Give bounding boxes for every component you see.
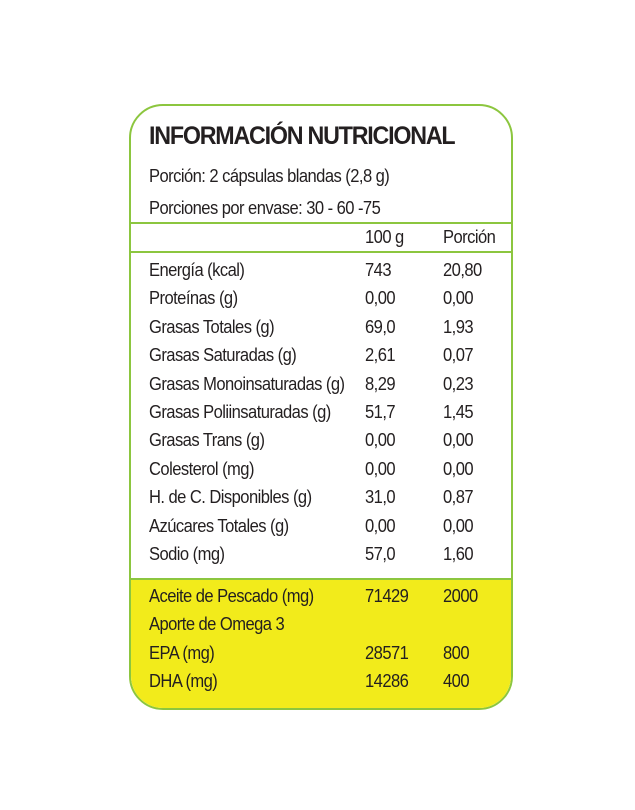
value-per-100g: 51,7 [365,402,396,422]
value-per-portion: 800 [443,642,470,663]
nutrient-row: Grasas Poliinsaturadas (g) 51,7 1,45 [131,402,511,430]
column-header-100g: 100 g [365,227,404,247]
value-per-portion: 2000 [443,586,478,606]
value-per-portion: 0,00 [443,515,474,536]
nutrient-row: Sodio (mg) 57,0 1,60 [131,544,511,572]
nutrient-name: DHA (mg) [149,671,218,692]
value-per-100g: 743 [365,260,392,280]
value-per-portion: 0,00 [443,288,474,309]
value-per-portion: 1,60 [443,544,474,564]
value-per-100g: 28571 [365,642,409,663]
nutrient-name: Sodio (mg) [149,544,225,564]
value-per-100g: 0,00 [365,430,396,451]
label-title: INFORMACIÓN NUTRICIONAL [149,122,456,150]
nutrient-name: Grasas Totales (g) [149,316,275,337]
nutrient-name: Grasas Saturadas (g) [149,345,297,366]
servings-per-container: Porciones por envase: 30 - 60 -75 [149,198,381,218]
nutrient-name: Grasas Poliinsaturadas (g) [149,402,331,422]
divider-header [131,251,511,253]
value-per-100g: 0,00 [365,458,396,479]
column-header-portion: Porción [443,227,496,247]
value-per-portion: 20,80 [443,260,482,280]
value-per-portion: 0,00 [443,430,474,451]
value-per-100g: 14286 [365,671,409,692]
nutrient-name: Grasas Monoinsaturadas (g) [149,373,345,394]
value-per-portion: 0,00 [443,458,474,479]
omega-highlight-section [131,579,511,708]
value-per-100g: 0,00 [365,288,396,309]
nutrient-row: H. de C. Disponibles (g) 31,0 0,87 [131,487,511,515]
portion-size: Porción: 2 cápsulas blandas (2,8 g) [149,166,390,186]
value-per-100g: 71429 [365,586,409,606]
nutrient-row: Aceite de Pescado (mg) 71429 2000 [131,586,511,614]
nutrient-name: Colesterol (mg) [149,458,254,479]
value-per-portion: 1,93 [443,316,474,337]
nutrient-name: H. de C. Disponibles (g) [149,487,312,508]
value-per-100g: 0,00 [365,515,396,536]
nutrient-row: Azúcares Totales (g) 0,00 0,00 [131,516,511,544]
nutrient-row: Aporte de Omega 3 [131,614,511,642]
nutrient-row: Energía (kcal) 743 20,80 [131,260,511,288]
nutrient-row: Grasas Trans (g) 0,00 0,00 [131,430,511,458]
nutrient-row: Grasas Totales (g) 69,0 1,93 [131,317,511,345]
nutrient-row: Proteínas (g) 0,00 0,00 [131,288,511,316]
value-per-100g: 8,29 [365,373,396,394]
nutrient-name: Grasas Trans (g) [149,430,265,451]
value-per-100g: 31,0 [365,487,396,508]
nutrient-name: Azúcares Totales (g) [149,515,289,536]
value-per-portion: 0,87 [443,487,474,508]
value-per-portion: 0,23 [443,373,474,394]
value-per-100g: 2,61 [365,345,396,366]
nutrient-name: Energía (kcal) [149,260,245,280]
value-per-portion: 400 [443,671,470,692]
divider-highlight [131,578,511,580]
nutrient-row: Grasas Saturadas (g) 2,61 0,07 [131,345,511,373]
value-per-portion: 1,45 [443,402,474,422]
nutrient-name: Aceite de Pescado (mg) [149,586,314,606]
divider-top [131,222,511,224]
value-per-portion: 0,07 [443,345,474,366]
nutrient-row: Grasas Monoinsaturadas (g) 8,29 0,23 [131,374,511,402]
nutrient-row: Colesterol (mg) 0,00 0,00 [131,459,511,487]
nutrient-name: Proteínas (g) [149,288,238,309]
nutrition-facts-label: INFORMACIÓN NUTRICIONAL Porción: 2 cápsu… [129,104,513,710]
nutrient-row: DHA (mg) 14286 400 [131,671,511,699]
value-per-100g: 57,0 [365,544,396,564]
value-per-100g: 69,0 [365,316,396,337]
nutrient-name: EPA (mg) [149,642,215,663]
nutrient-name: Aporte de Omega 3 [149,614,285,635]
nutrient-row: EPA (mg) 28571 800 [131,643,511,671]
